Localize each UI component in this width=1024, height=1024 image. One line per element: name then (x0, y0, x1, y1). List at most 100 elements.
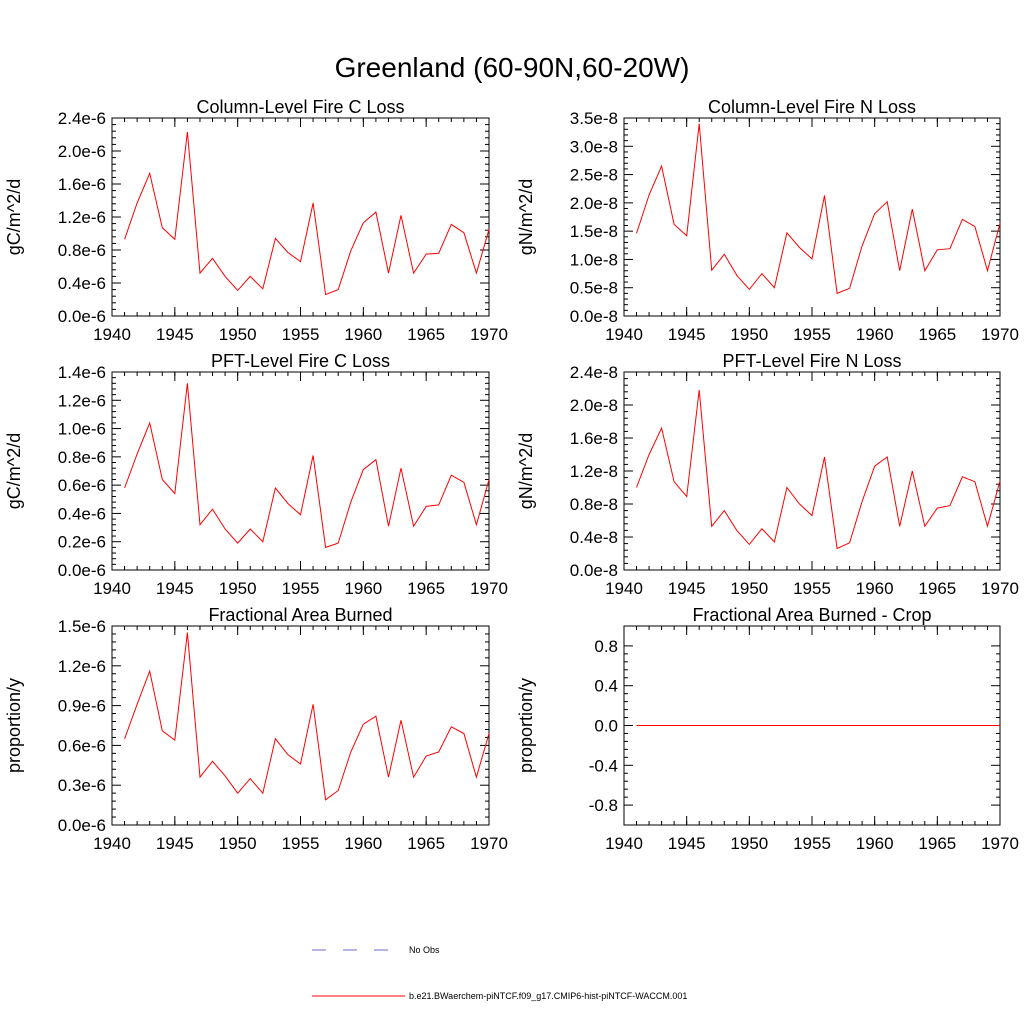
panel-title: PFT-Level Fire N Loss (722, 351, 901, 371)
x-tick-label: 1950 (730, 834, 768, 853)
y-tick-label: 0.8e-6 (58, 448, 106, 467)
y-tick-label: 0.9e-6 (58, 697, 106, 716)
panel-5: 1940 1945 1950 1955 1960 1965 1970 0.0e-6 0.3e-6… (4, 605, 508, 853)
x-tick-label: 1955 (282, 834, 320, 853)
y-tick-label: 1.6e-8 (570, 429, 618, 448)
x-tick-label: 1940 (93, 579, 131, 598)
y-tick-label: 3.0e-8 (570, 137, 618, 156)
y-tick-label: 2.0e-8 (570, 396, 618, 415)
y-tick-label: -0.8 (589, 796, 618, 815)
x-tick-label: 1945 (156, 834, 194, 853)
panel-4: 1940 1945 1950 1955 1960 1965 1970 0.0e-8 0.4e-8… (516, 351, 1019, 598)
y-tick-label: 0.8 (594, 637, 618, 656)
y-tick-label: -0.4 (589, 756, 618, 775)
x-tick-label: 1960 (344, 579, 382, 598)
y-tick-label: 0.4e-6 (58, 504, 106, 523)
x-tick-label: 1960 (856, 325, 894, 344)
y-tick-label: 0.0e-6 (58, 561, 106, 580)
x-tick-label: 1955 (282, 325, 320, 344)
y-tick-label: 0.0e-6 (58, 816, 106, 835)
x-tick-label: 1940 (605, 579, 643, 598)
x-tick-label: 1965 (407, 579, 445, 598)
y-tick-label: 1.2e-6 (58, 208, 106, 227)
plot-frame (111, 371, 490, 571)
panel-1: 1940 1945 1950 1955 1960 1965 1970 0.0e-6 0.4e-6… (4, 97, 508, 344)
y-tick-label: 0.4 (594, 677, 618, 696)
panel-title: Fractional Area Burned - Crop (692, 605, 931, 625)
y-tick-label: 2.0e-6 (58, 142, 106, 161)
series-line (124, 131, 490, 296)
x-tick-label: 1945 (156, 325, 194, 344)
x-tick-label: 1955 (793, 579, 831, 598)
x-tick-label: 1950 (219, 579, 257, 598)
x-tick-label: 1960 (344, 834, 382, 853)
x-tick-label: 1940 (93, 834, 131, 853)
x-tick-label: 1955 (793, 325, 831, 344)
y-tick-label: 0.3e-6 (58, 776, 106, 795)
x-tick-label: 1955 (282, 579, 320, 598)
series-line (636, 390, 1001, 550)
y-tick-label: 1.2e-6 (58, 391, 106, 410)
x-tick-label: 1945 (668, 325, 706, 344)
y-tick-label: 0.0e-6 (58, 307, 106, 326)
legend-obs-label: No Obs (409, 945, 440, 955)
y-tick-label: 1.2e-6 (58, 657, 106, 676)
x-tick-label: 1950 (730, 325, 768, 344)
y-tick-label: 1.0e-8 (570, 250, 618, 269)
x-tick-label: 1970 (470, 834, 508, 853)
panel-title: Fractional Area Burned (208, 605, 392, 625)
panel-6: 1940 1945 1950 1955 1960 1965 1970 -0.8 -0.4 0.0 0… (516, 605, 1019, 853)
y-tick-label: 0.4e-6 (58, 274, 106, 293)
x-tick-label: 1940 (605, 325, 643, 344)
x-tick-label: 1950 (219, 834, 257, 853)
y-axis-label: proportion/y (4, 678, 24, 773)
y-tick-label: 0.8e-8 (570, 495, 618, 514)
y-axis-label: gN/m^2/d (516, 179, 536, 255)
x-tick-label: 1955 (793, 834, 831, 853)
x-tick-label: 1950 (219, 325, 257, 344)
y-tick-label: 1.2e-8 (570, 462, 618, 481)
x-tick-label: 1965 (918, 579, 956, 598)
x-tick-label: 1950 (730, 579, 768, 598)
y-tick-label: 0.5e-8 (570, 279, 618, 298)
panel-title: Column-Level Fire C Loss (196, 97, 404, 117)
y-tick-label: 1.4e-6 (58, 363, 106, 382)
x-tick-label: 1940 (605, 834, 643, 853)
series-line (636, 123, 1001, 295)
panel-2: 1940 1945 1950 1955 1960 1965 1970 0.0e-8 0.5e-8… (516, 97, 1019, 344)
x-tick-label: 1965 (918, 834, 956, 853)
y-tick-label: 1.0e-6 (58, 420, 106, 439)
y-tick-label: 2.4e-8 (570, 363, 618, 382)
y-tick-label: 0.4e-8 (570, 528, 618, 547)
y-tick-label: 1.5e-6 (58, 617, 106, 636)
panel-3: 1940 1945 1950 1955 1960 1965 1970 0.0e-6 0.2e-6… (4, 351, 508, 598)
y-tick-label: 0.6e-6 (58, 736, 106, 755)
y-tick-label: 0.2e-6 (58, 533, 106, 552)
plot-frame (623, 117, 1001, 317)
x-tick-label: 1965 (407, 325, 445, 344)
x-tick-label: 1970 (981, 579, 1019, 598)
x-tick-label: 1945 (668, 834, 706, 853)
x-tick-label: 1960 (856, 579, 894, 598)
plot-frame (111, 117, 490, 317)
x-tick-label: 1960 (344, 325, 382, 344)
series-line (124, 632, 490, 801)
panel-title: Column-Level Fire N Loss (708, 97, 916, 117)
y-tick-label: 0.8e-6 (58, 241, 106, 260)
y-tick-label: 0.6e-6 (58, 476, 106, 495)
x-tick-label: 1970 (981, 325, 1019, 344)
x-tick-label: 1965 (918, 325, 956, 344)
panel-title: PFT-Level Fire C Loss (211, 351, 390, 371)
y-tick-label: 1.6e-6 (58, 175, 106, 194)
y-tick-label: 3.5e-8 (570, 109, 618, 128)
y-axis-label: proportion/y (516, 678, 536, 773)
y-axis-label: gN/m^2/d (516, 433, 536, 509)
figure-title: Greenland (60-90N,60-20W) (334, 52, 690, 83)
x-tick-label: 1965 (407, 834, 445, 853)
y-tick-label: 0.0e-8 (570, 561, 618, 580)
x-tick-label: 1945 (156, 579, 194, 598)
y-tick-label: 2.4e-6 (58, 109, 106, 128)
panels-group: 1940 1945 1950 1955 1960 1965 1970 0.0e-6 0.4e-6… (4, 97, 1019, 853)
x-tick-label: 1970 (470, 579, 508, 598)
y-tick-label: 2.5e-8 (570, 166, 618, 185)
